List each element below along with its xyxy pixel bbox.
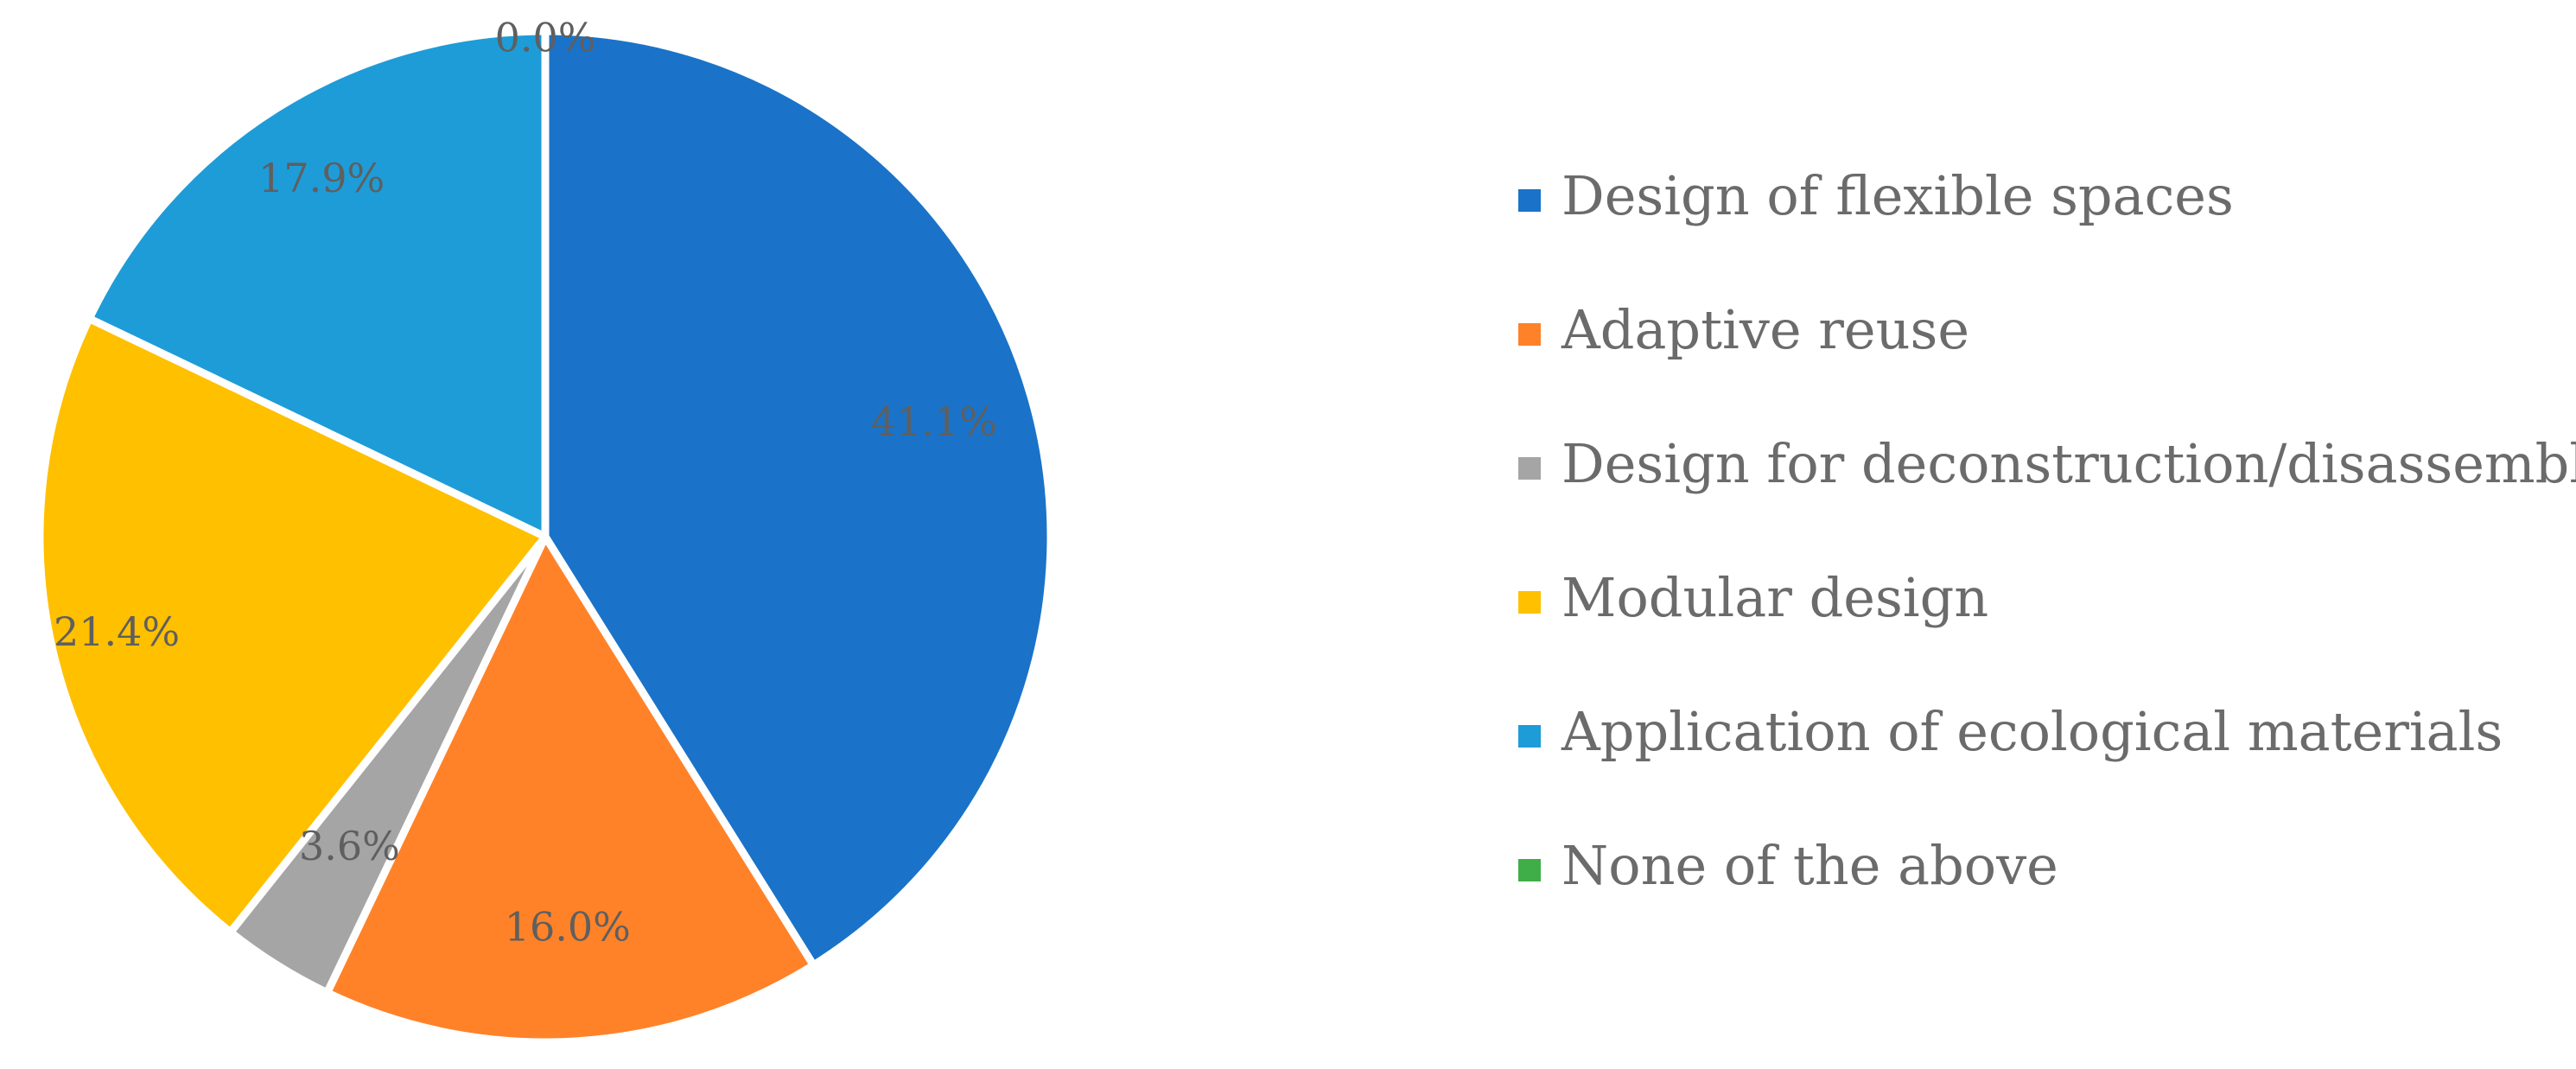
legend-item-design-of-flexible-spaces: Design of flexible spaces — [1518, 164, 2234, 227]
pie-slices — [35, 27, 1055, 1047]
pie-slice-adaptive-reuse — [323, 532, 817, 1047]
legend-label: Design for deconstruction/disassembly — [1562, 432, 2576, 495]
slice-labels: 41.1% 16.0% 3.6% 21.4% 17.9% 0.0% — [54, 15, 997, 951]
data-label-design-of-flexible-spaces: 41.1% — [871, 398, 997, 445]
legend-label: Modular design — [1562, 566, 1988, 629]
legend-item-design-for-deconstruction-disassembly: Design for deconstruction/disassembly — [1518, 432, 2576, 495]
legend-swatch — [1518, 725, 1541, 748]
legend: Design of flexible spaces Adaptive reuse D… — [1518, 164, 2576, 897]
data-label-application-of-ecological-materials: 17.9% — [258, 155, 385, 201]
pie-slice-modular-design — [35, 315, 550, 937]
legend-label: Application of ecological materials — [1561, 700, 2503, 763]
legend-item-none-of-the-above: None of the above — [1518, 834, 2058, 897]
legend-item-application-of-ecological-materials: Application of ecological materials — [1518, 700, 2503, 763]
data-label-adaptive-reuse: 16.0% — [505, 904, 631, 951]
data-label-modular-design: 21.4% — [54, 608, 180, 655]
legend-swatch — [1518, 591, 1541, 614]
legend-swatch — [1518, 457, 1541, 480]
legend-item-modular-design: Modular design — [1518, 566, 1988, 629]
pie-slice-application-of-ecological-materials — [85, 27, 550, 541]
data-label-none-of-the-above: 0.0% — [495, 15, 596, 61]
legend-swatch — [1518, 189, 1541, 212]
data-label-design-for-deconstruction-disassembly: 3.6% — [299, 823, 400, 869]
legend-label: None of the above — [1562, 834, 2058, 897]
legend-label: Design of flexible spaces — [1562, 164, 2234, 227]
legend-swatch — [1518, 323, 1541, 346]
legend-item-adaptive-reuse: Adaptive reuse — [1518, 298, 1969, 361]
legend-swatch — [1518, 859, 1541, 881]
legend-label: Adaptive reuse — [1561, 298, 1969, 361]
